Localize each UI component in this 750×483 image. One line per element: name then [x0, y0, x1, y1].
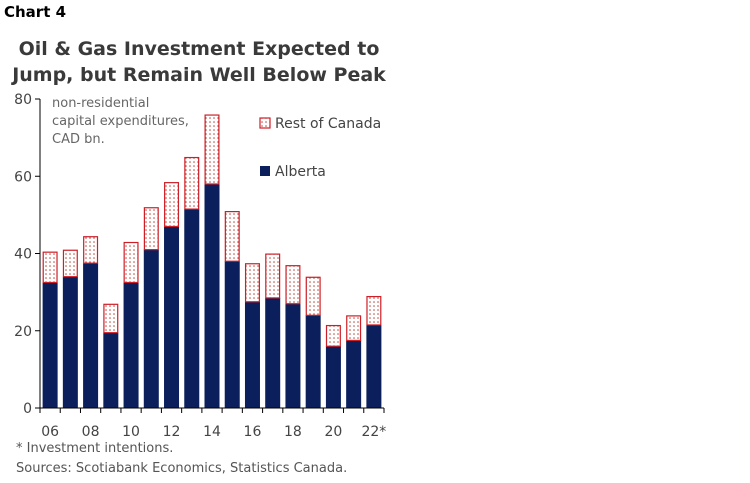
x-tick-labels: 06 08 10 12 14 16 18 20 22*: [41, 424, 386, 440]
bar-rest-of-canada-17: [265, 253, 281, 299]
footnote: * Investment intentions.: [16, 441, 174, 456]
unit-note: non-residential capital expenditures, CAD …: [52, 96, 189, 147]
bar-rest-of-canada-12: [164, 182, 180, 228]
legend-swatch-rest-of-canada: [259, 117, 271, 129]
bar-alberta-19: [305, 315, 321, 408]
y-tick-label-40: 40: [14, 247, 32, 263]
x-tick-label-06: 06: [41, 424, 59, 440]
legend: Rest of Canada Alberta: [259, 116, 381, 180]
bar-alberta-22: [366, 324, 382, 408]
bar-rest-of-canada-21: [346, 315, 362, 342]
bar-alberta-12: [164, 226, 180, 408]
unit-note-line-1: non-residential: [52, 96, 149, 111]
bar-rest-of-canada-11: [143, 207, 159, 251]
bar-rest-of-canada-08: [83, 236, 99, 264]
bars-group: [42, 114, 382, 408]
y-tick-label-60: 60: [14, 169, 32, 185]
chart-title-line-2: Jump, but Remain Well Below Peak: [12, 64, 386, 86]
unit-note-line-2: capital expenditures,: [52, 114, 189, 129]
bar-alberta-09: [103, 332, 119, 408]
legend-label-alberta: Alberta: [275, 164, 326, 180]
bar-rest-of-canada-14: [204, 114, 220, 185]
bar-alberta-17: [265, 297, 281, 408]
bar-rest-of-canada-07: [62, 249, 78, 278]
bar-alberta-07: [62, 276, 78, 408]
source-note: Sources: Scotiabank Economics, Statistic…: [16, 461, 348, 476]
y-tick-label-20: 20: [14, 324, 32, 340]
x-tick-label-18: 18: [284, 424, 302, 440]
bar-rest-of-canada-19: [305, 276, 321, 316]
x-tick-label-08: 08: [82, 424, 100, 440]
y-tick-labels: 0 20 40 60 80: [14, 92, 32, 417]
bar-alberta-08: [83, 263, 99, 408]
bar-alberta-21: [346, 340, 362, 408]
bar-alberta-16: [244, 301, 260, 408]
x-tick-label-14: 14: [203, 424, 221, 440]
bar-rest-of-canada-15: [224, 211, 240, 262]
bar-rest-of-canada-16: [244, 263, 260, 303]
bar-rest-of-canada-22: [366, 295, 382, 326]
y-tick-label-0: 0: [23, 401, 32, 417]
x-tick-label-20: 20: [324, 424, 342, 440]
legend-swatch-alberta: [260, 166, 270, 176]
axes-group: [35, 98, 385, 413]
x-tick-label-22: 22*: [361, 424, 386, 440]
bar-alberta-13: [184, 209, 200, 408]
bar-alberta-20: [325, 346, 341, 408]
chart-label: Chart 4: [4, 3, 67, 21]
y-tick-label-80: 80: [14, 92, 32, 108]
x-tick-label-10: 10: [122, 424, 140, 440]
bar-rest-of-canada-09: [103, 303, 119, 334]
bar-alberta-18: [285, 303, 301, 408]
chart-title-line-1: Oil & Gas Investment Expected to: [18, 38, 380, 60]
legend-label-rest-of-canada: Rest of Canada: [275, 116, 381, 132]
bar-rest-of-canada-10: [123, 241, 139, 284]
bar-rest-of-canada-20: [325, 324, 341, 347]
bar-alberta-15: [224, 261, 240, 408]
unit-note-line-3: CAD bn.: [52, 132, 105, 147]
bar-alberta-11: [143, 249, 159, 408]
bar-alberta-14: [204, 183, 220, 408]
x-tick-label-16: 16: [244, 424, 262, 440]
bar-alberta-06: [42, 282, 58, 408]
bar-rest-of-canada-06: [42, 251, 58, 284]
x-tick-label-12: 12: [163, 424, 181, 440]
bar-alberta-10: [123, 282, 139, 408]
bar-rest-of-canada-13: [184, 156, 200, 210]
bar-rest-of-canada-18: [285, 265, 301, 305]
